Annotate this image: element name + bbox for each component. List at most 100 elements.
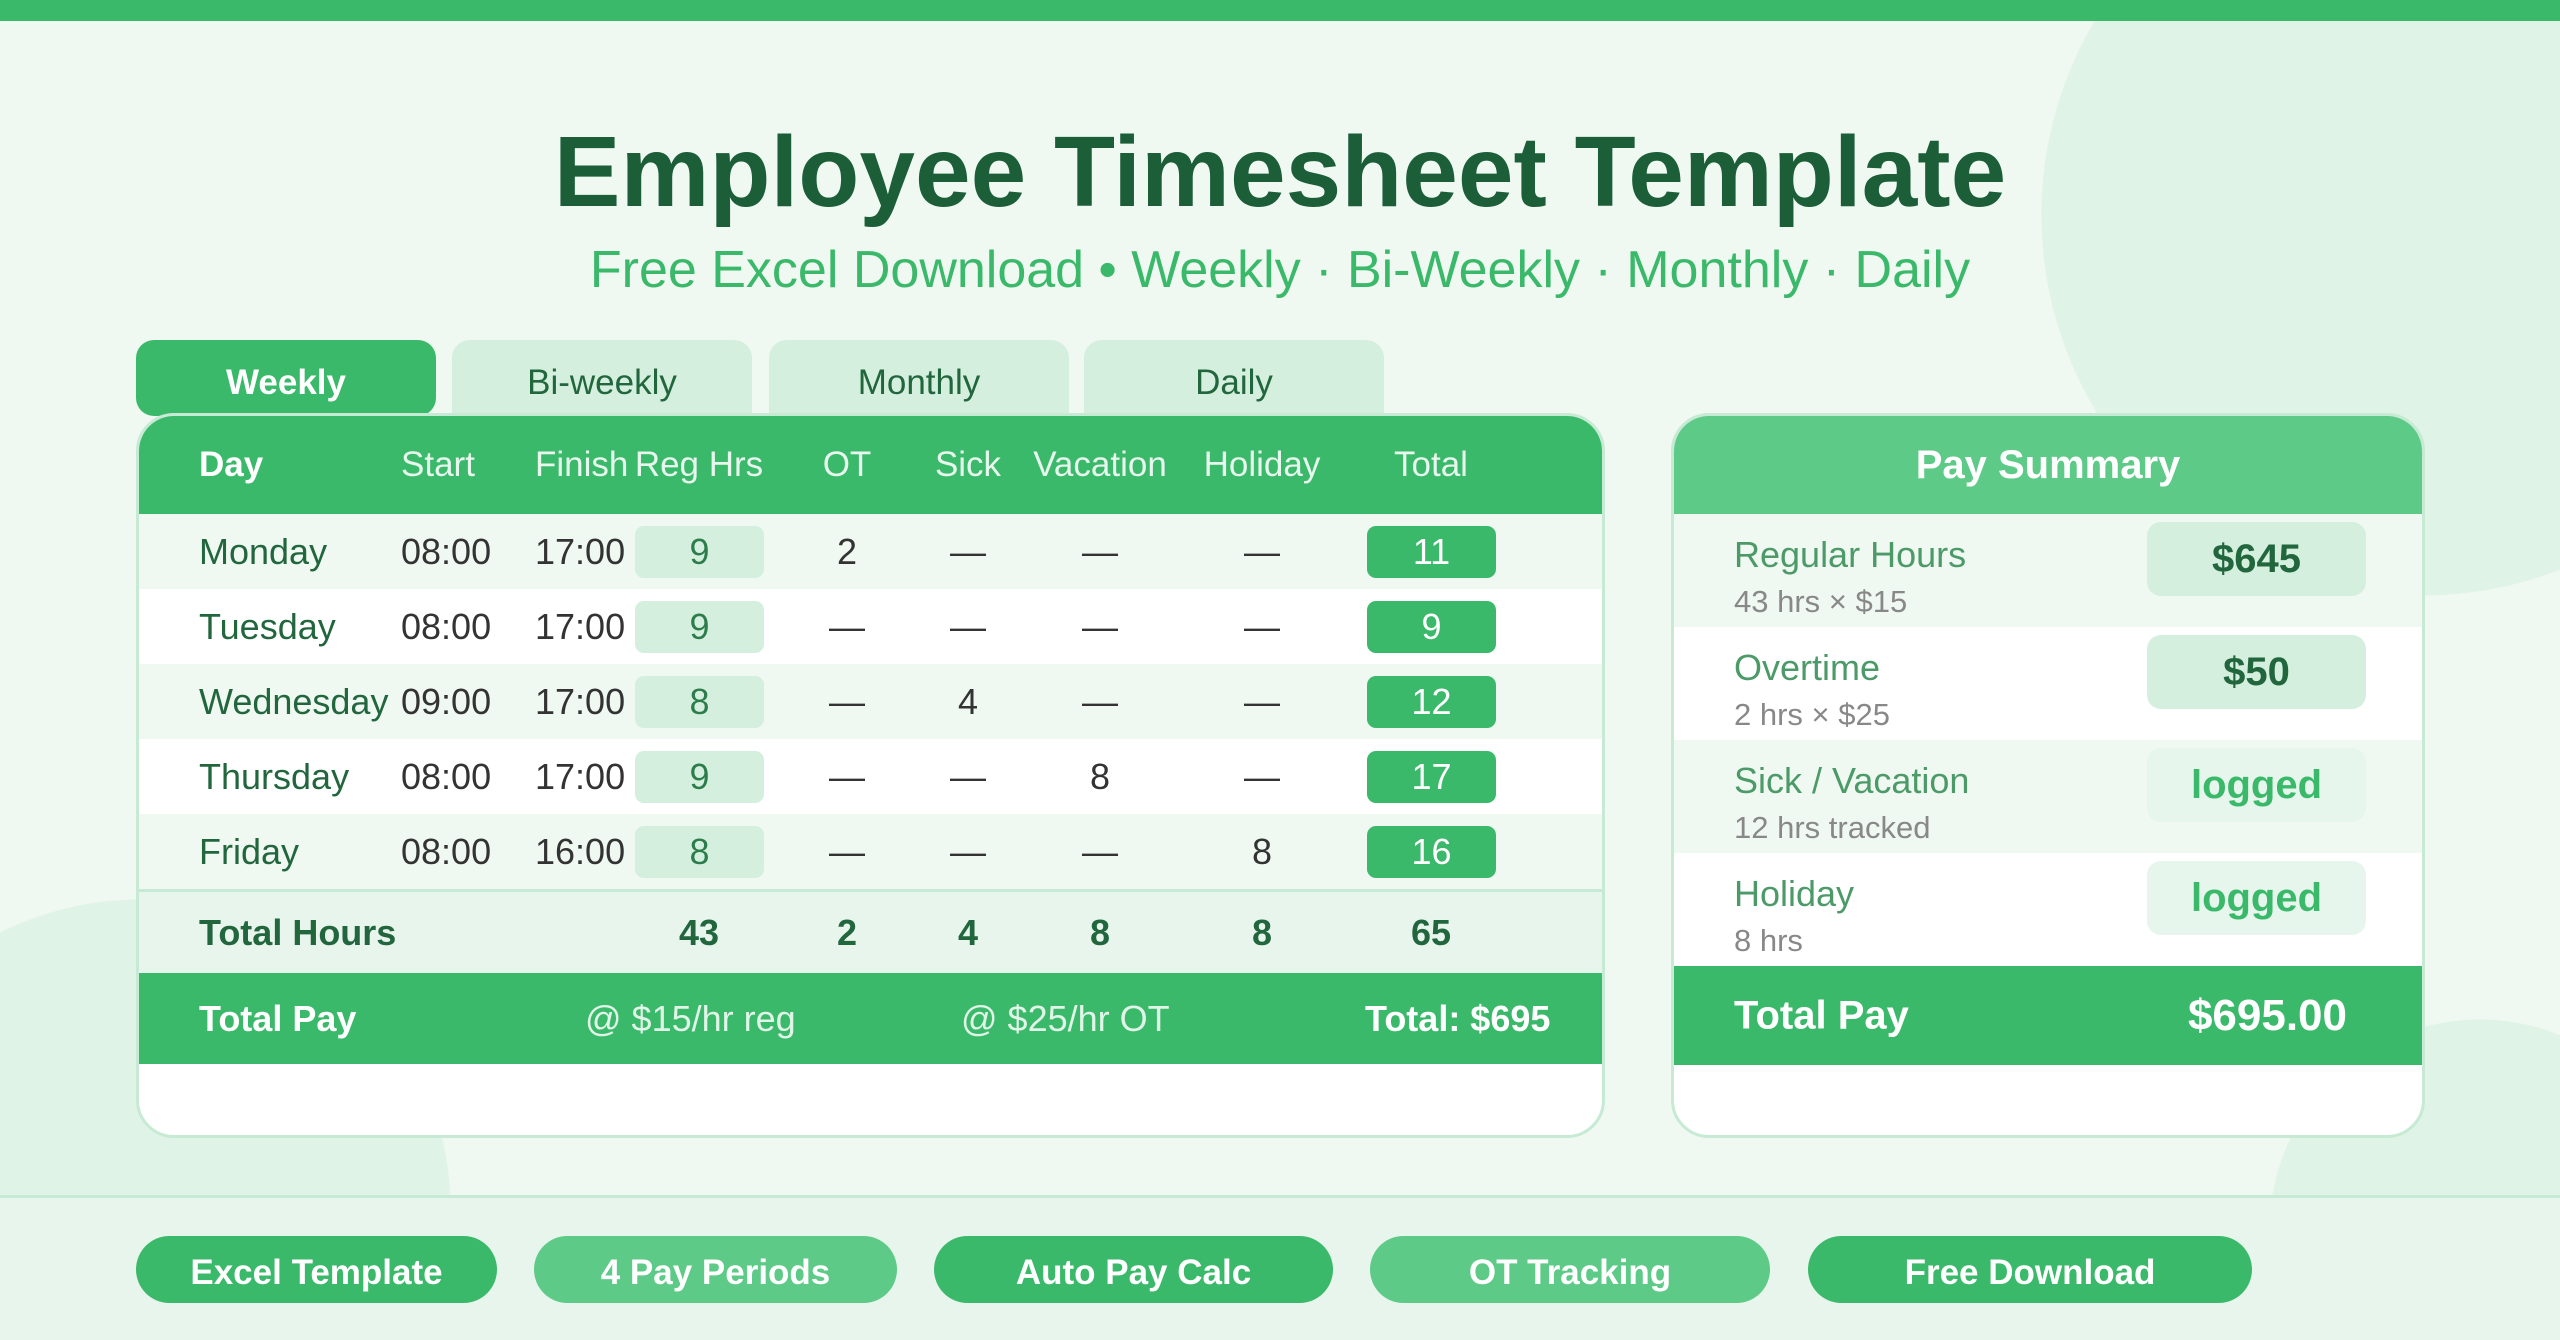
col-holiday: Holiday xyxy=(1203,445,1321,484)
top-accent-bar xyxy=(0,0,2560,21)
col-ot: OT xyxy=(822,445,872,484)
total-ot: 2 xyxy=(836,911,858,953)
start-cell[interactable]: 09:00 xyxy=(401,680,492,722)
summary-detail: 43 hrs × $15 xyxy=(1734,584,1908,619)
timesheet-table: Day Start Finish Reg Hrs OT Sick Vacatio… xyxy=(136,413,1605,1138)
sick-cell[interactable]: — xyxy=(950,530,986,572)
table-header: Day Start Finish Reg Hrs OT Sick Vacatio… xyxy=(139,416,1602,514)
total-cell: 11 xyxy=(1367,525,1496,578)
reg-hrs-cell[interactable]: 8 xyxy=(635,825,764,878)
summary-row: Overtime 2 hrs × $25 $50 xyxy=(1674,627,2422,740)
reg-rate: @ $15/hr reg xyxy=(585,997,796,1039)
vacation-cell[interactable]: 8 xyxy=(1089,755,1111,797)
summary-label: Holiday xyxy=(1734,873,1855,914)
holiday-cell[interactable]: — xyxy=(1244,680,1280,722)
finish-cell[interactable]: 17:00 xyxy=(535,530,626,572)
summary-total-row: Total Pay $695.00 xyxy=(1674,966,2422,1065)
ot-cell[interactable]: — xyxy=(829,755,865,797)
vacation-cell[interactable]: — xyxy=(1082,830,1118,872)
vacation-cell[interactable]: — xyxy=(1082,680,1118,722)
total-sick: 4 xyxy=(957,911,979,953)
totals-row: Total Hours 43 2 4 8 8 65 xyxy=(139,889,1602,973)
holiday-cell[interactable]: — xyxy=(1244,755,1280,797)
day-cell: Monday xyxy=(199,530,328,572)
holiday-cell[interactable]: — xyxy=(1244,530,1280,572)
total-cell: 16 xyxy=(1367,825,1496,878)
summary-detail: 8 hrs xyxy=(1734,923,1803,958)
col-day: Day xyxy=(199,445,264,484)
tab-bi-weekly[interactable]: Bi-weekly xyxy=(452,340,752,416)
total-pay-value: Total: $695 xyxy=(1365,997,1551,1039)
vacation-cell[interactable]: — xyxy=(1082,605,1118,647)
sick-cell[interactable]: — xyxy=(950,605,986,647)
finish-cell[interactable]: 17:00 xyxy=(535,605,626,647)
total-total: 65 xyxy=(1410,911,1452,953)
feature-pill-free-download[interactable]: Free Download xyxy=(1808,1236,2252,1303)
finish-cell[interactable]: 17:00 xyxy=(535,755,626,797)
page-subtitle: Free Excel Download • Weekly · Bi-Weekly… xyxy=(589,241,1971,299)
page-title: Employee Timesheet Template xyxy=(553,116,2007,228)
finish-cell[interactable]: 16:00 xyxy=(535,830,626,872)
ot-cell[interactable]: — xyxy=(829,680,865,722)
ot-cell[interactable]: — xyxy=(829,830,865,872)
col-finish: Finish xyxy=(535,445,629,484)
table-row: Tuesday 08:00 17:00 9 — — — — 9 xyxy=(139,589,1602,664)
day-cell: Tuesday xyxy=(199,605,336,647)
ot-cell[interactable]: — xyxy=(829,605,865,647)
reg-hrs-cell[interactable]: 9 xyxy=(635,525,764,578)
start-cell[interactable]: 08:00 xyxy=(401,530,492,572)
total-pay-bar: Total Pay @ $15/hr reg @ $25/hr OT Total… xyxy=(139,973,1602,1064)
feature-pill-ot-tracking: OT Tracking xyxy=(1370,1236,1770,1303)
tab-daily[interactable]: Daily xyxy=(1084,340,1384,416)
start-cell[interactable]: 08:00 xyxy=(401,830,492,872)
sick-cell[interactable]: — xyxy=(950,755,986,797)
col-sick: Sick xyxy=(934,445,1002,484)
total-vacation: 8 xyxy=(1089,911,1111,953)
reg-hrs-cell[interactable]: 9 xyxy=(635,600,764,653)
summary-total-label: Total Pay xyxy=(1734,993,1909,1037)
reg-hrs-cell[interactable]: 8 xyxy=(635,675,764,728)
table-row: Wednesday 09:00 17:00 8 — 4 — — 12 xyxy=(139,664,1602,739)
total-pay-label: Total Pay xyxy=(199,997,357,1039)
col-total: Total xyxy=(1394,445,1468,484)
finish-cell[interactable]: 17:00 xyxy=(535,680,626,722)
table-row: Thursday 08:00 17:00 9 — — 8 — 17 xyxy=(139,739,1602,814)
sick-cell[interactable]: 4 xyxy=(957,680,979,722)
sick-cell[interactable]: — xyxy=(950,830,986,872)
pay-summary-card: Pay Summary Regular Hours 43 hrs × $15 $… xyxy=(1671,413,2425,1138)
total-cell: 17 xyxy=(1367,750,1496,803)
col-reg-hrs: Reg Hrs xyxy=(634,445,764,484)
holiday-cell[interactable]: — xyxy=(1244,605,1280,647)
summary-row: Sick / Vacation 12 hrs tracked logged xyxy=(1674,740,2422,853)
pay-summary-title: Pay Summary xyxy=(1674,416,2422,514)
summary-total-value: $695.00 xyxy=(2187,990,2347,1040)
tab-monthly[interactable]: Monthly xyxy=(769,340,1069,416)
feature-pill-auto-pay-calc: Auto Pay Calc xyxy=(934,1236,1333,1303)
day-cell: Wednesday xyxy=(199,680,389,722)
summary-value: $50 xyxy=(2147,635,2366,709)
reg-hrs-cell[interactable]: 9 xyxy=(635,750,764,803)
divider xyxy=(0,1195,2560,1198)
day-cell: Thursday xyxy=(199,755,350,797)
start-cell[interactable]: 08:00 xyxy=(401,605,492,647)
tab-weekly[interactable]: Weekly xyxy=(136,340,436,416)
summary-value: $645 xyxy=(2147,522,2366,596)
total-holiday: 8 xyxy=(1251,911,1273,953)
col-vacation: Vacation xyxy=(1033,445,1167,484)
feature-pill-excel-template: Excel Template xyxy=(136,1236,497,1303)
ot-rate: @ $25/hr OT xyxy=(961,997,1170,1039)
summary-row: Holiday 8 hrs logged xyxy=(1674,853,2422,966)
summary-label: Sick / Vacation xyxy=(1734,760,1970,801)
start-cell[interactable]: 08:00 xyxy=(401,755,492,797)
holiday-cell[interactable]: 8 xyxy=(1251,830,1273,872)
summary-detail: 12 hrs tracked xyxy=(1734,810,1931,845)
total-reg: 43 xyxy=(678,911,720,953)
summary-value: logged xyxy=(2147,748,2366,822)
day-cell: Friday xyxy=(199,830,300,872)
vacation-cell[interactable]: — xyxy=(1082,530,1118,572)
feature-pill-pay-periods: 4 Pay Periods xyxy=(534,1236,897,1303)
total-cell: 9 xyxy=(1367,600,1496,653)
summary-label: Regular Hours xyxy=(1734,534,1967,575)
col-start: Start xyxy=(401,445,475,484)
ot-cell[interactable]: 2 xyxy=(836,530,858,572)
